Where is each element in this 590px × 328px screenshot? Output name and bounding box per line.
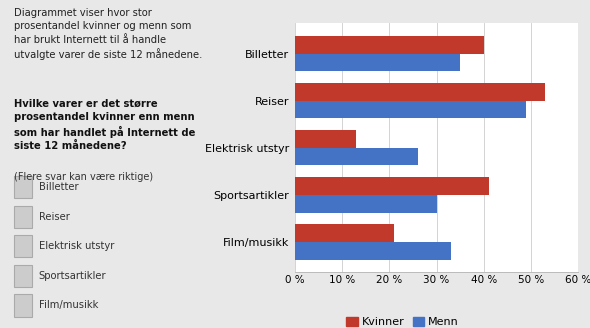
Bar (295, 83, 545, 101)
Bar (295, 177, 489, 195)
Text: Billetter: Billetter (39, 182, 78, 192)
Bar (295, 130, 356, 148)
Text: Sportsartikler: Sportsartikler (39, 271, 106, 281)
Text: Elektrisk utstyr: Elektrisk utstyr (39, 241, 114, 251)
Text: Reiser: Reiser (39, 212, 70, 222)
Bar (295, 195, 437, 213)
FancyBboxPatch shape (14, 265, 32, 287)
FancyBboxPatch shape (14, 235, 32, 257)
Text: Film/musikk: Film/musikk (39, 300, 98, 310)
FancyBboxPatch shape (14, 294, 32, 317)
Bar (295, 148, 418, 165)
Bar (295, 101, 526, 118)
Bar (295, 224, 394, 242)
Text: Hvilke varer er det større
prosentandel kvinner enn menn
som har handlet på Inte: Hvilke varer er det større prosentandel … (14, 98, 195, 151)
Text: Diagrammet viser hvor stor
prosentandel kvinner og menn som
har brukt Internett : Diagrammet viser hvor stor prosentandel … (14, 8, 202, 60)
Bar (295, 53, 460, 72)
Bar (295, 36, 484, 53)
FancyBboxPatch shape (14, 206, 32, 228)
Bar (295, 242, 451, 259)
FancyBboxPatch shape (14, 176, 32, 198)
Legend: Kvinner, Menn: Kvinner, Menn (342, 313, 463, 328)
Text: (Flere svar kan være riktige): (Flere svar kan være riktige) (14, 172, 153, 182)
